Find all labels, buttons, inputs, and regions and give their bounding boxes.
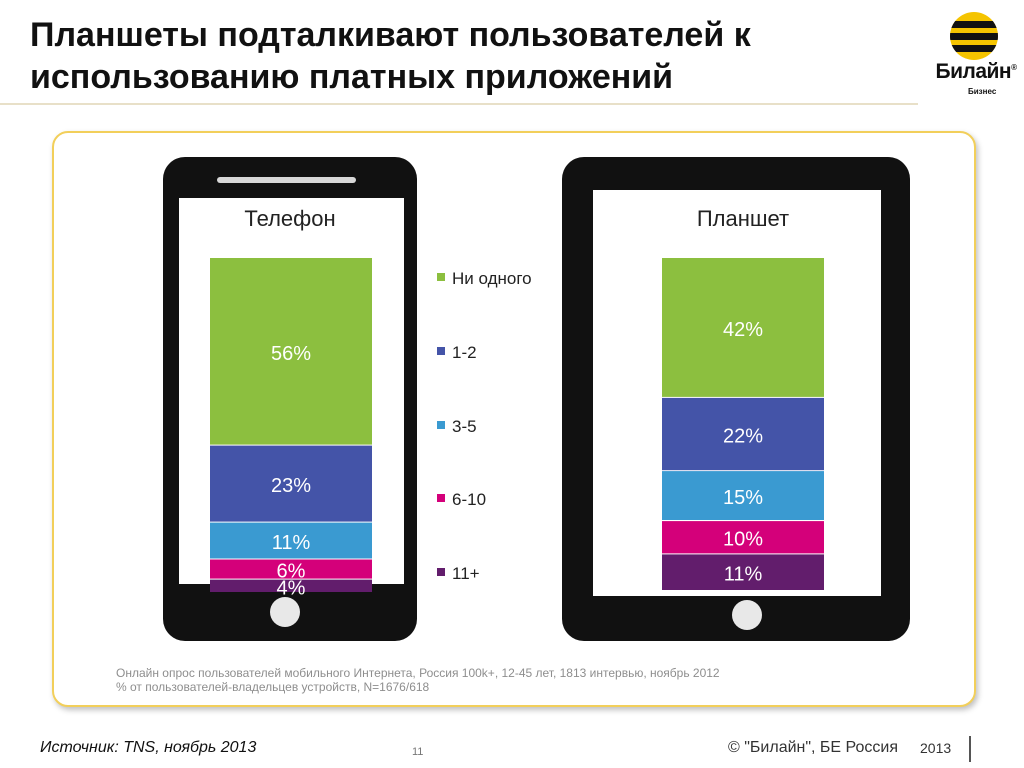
legend-label-1: Ни одного bbox=[452, 269, 532, 288]
legend-swatch-1 bbox=[437, 273, 445, 281]
bar-segment-tablet-1 bbox=[662, 258, 824, 397]
legend-swatch-4 bbox=[437, 494, 445, 502]
phone-home-button bbox=[270, 597, 300, 627]
survey-note-line-1: Онлайн опрос пользователей мобильного Ин… bbox=[116, 666, 720, 680]
footer-source: Источник: TNS, ноябрь 2013 bbox=[40, 739, 257, 756]
phone-label: Телефон bbox=[244, 206, 336, 231]
bar-segment-phone-1 bbox=[210, 258, 372, 445]
legend-label-5: 11+ bbox=[452, 564, 480, 583]
bar-segment-phone-3 bbox=[210, 522, 372, 559]
legend-label-3: 3-5 bbox=[452, 417, 477, 436]
data-label-phone-1: 56% bbox=[271, 343, 311, 365]
bar-segment-phone-4 bbox=[210, 559, 372, 579]
bar-segment-tablet-4 bbox=[662, 521, 824, 554]
phone-speaker bbox=[217, 177, 356, 183]
legend-swatch-5 bbox=[437, 568, 445, 576]
survey-note-line-2: % от пользователей-владельцев устройств,… bbox=[116, 680, 430, 694]
beeline-ball-icon bbox=[950, 12, 998, 60]
legend-label-2: 1-2 bbox=[452, 343, 477, 362]
title-line-1: Планшеты подталкивают пользователей к bbox=[30, 16, 751, 54]
tablet-label: Планшет bbox=[696, 206, 790, 231]
data-label-phone-3: 11% bbox=[272, 532, 311, 554]
tablet-home-button bbox=[732, 600, 762, 630]
footer-copyright: © "Билайн", БЕ Россия bbox=[728, 739, 899, 756]
logo-registered-mark: ® bbox=[1011, 63, 1017, 72]
data-label-phone-5: 4% bbox=[277, 577, 306, 599]
bar-segment-phone-2 bbox=[210, 445, 372, 522]
bar-segment-tablet-5 bbox=[662, 554, 824, 590]
logo-subtitle: Бизнес bbox=[968, 87, 997, 96]
legend-swatch-2 bbox=[437, 347, 445, 355]
beeline-logo: Билайн® Бизнес bbox=[928, 8, 1024, 104]
bar-segment-tablet-3 bbox=[662, 471, 824, 520]
title-divider bbox=[0, 103, 918, 105]
title-line-2: использованию платных приложений bbox=[30, 58, 674, 96]
data-label-tablet-3: 15% bbox=[723, 487, 763, 509]
legend-label-4: 6-10 bbox=[452, 490, 486, 509]
page-number: 11 bbox=[412, 746, 424, 758]
data-label-phone-2: 23% bbox=[271, 475, 311, 497]
legend-swatch-3 bbox=[437, 421, 445, 429]
bar-segment-phone-5 bbox=[210, 579, 372, 592]
logo-name: Билайн bbox=[935, 60, 1012, 83]
slide-title: Планшеты подталкивают пользователей к ис… bbox=[30, 14, 900, 98]
data-label-tablet-5: 11% bbox=[724, 564, 763, 586]
data-label-tablet-1: 42% bbox=[723, 319, 763, 341]
data-label-phone-4: 6% bbox=[277, 561, 306, 583]
data-label-tablet-2: 22% bbox=[723, 426, 763, 448]
footer-divider bbox=[969, 736, 971, 762]
footer-year: 2013 bbox=[920, 740, 952, 756]
bar-segment-tablet-2 bbox=[662, 397, 824, 471]
survey-note: Онлайн опрос пользователей мобильного Ин… bbox=[116, 666, 720, 694]
logo-wordmark: Билайн® bbox=[928, 60, 1024, 84]
data-label-tablet-4: 10% bbox=[723, 529, 763, 551]
